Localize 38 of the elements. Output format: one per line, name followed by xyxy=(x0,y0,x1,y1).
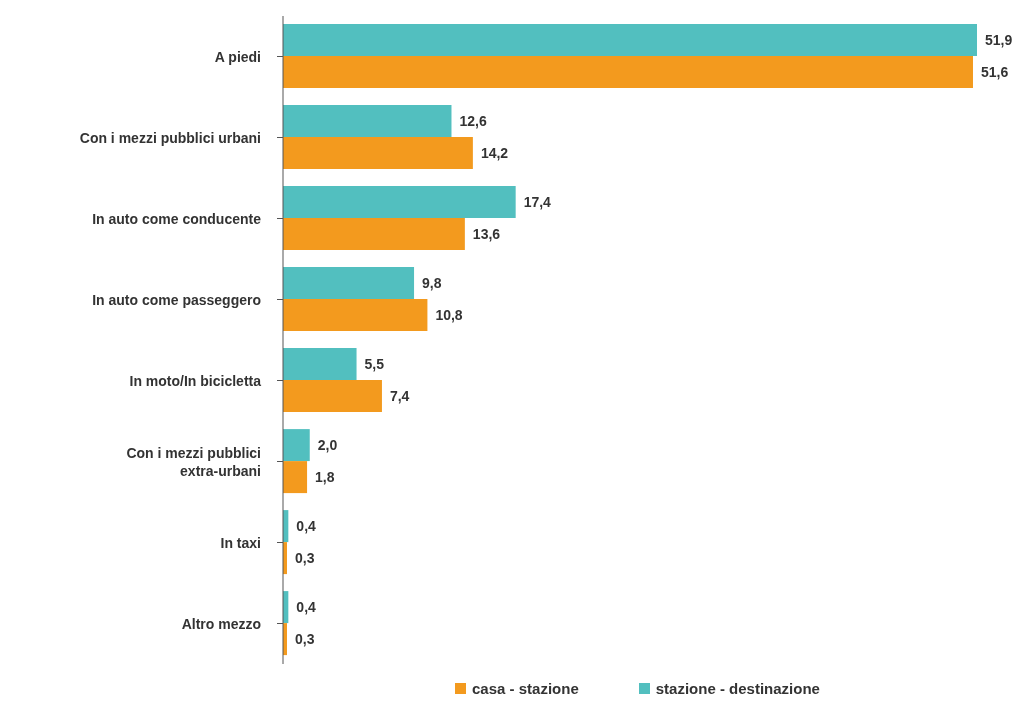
y-tick-label: A piedi xyxy=(214,48,261,65)
data-label: 51,6 xyxy=(980,64,1009,81)
y-tick-label: In taxi xyxy=(220,534,261,551)
data-label: 0,3 xyxy=(295,550,315,567)
data-label: 51,9 xyxy=(985,32,1013,49)
data-label: 13,6 xyxy=(472,226,501,243)
y-tick-label: In moto/In bicicletta xyxy=(129,372,262,389)
bar xyxy=(283,105,452,138)
legend-label: casa - stazione xyxy=(472,680,579,697)
bar xyxy=(283,267,415,300)
y-tick-label: Altro mezzo xyxy=(181,615,261,632)
data-label: 10,8 xyxy=(435,307,463,324)
data-label: 0,4 xyxy=(296,518,317,535)
bar xyxy=(283,429,310,462)
y-tick-label: In auto come conducente xyxy=(92,210,262,227)
data-label: 17,4 xyxy=(523,194,552,211)
data-label: 2,0 xyxy=(317,437,338,454)
y-tick-label: Con i mezzi pubblici extra-urbani xyxy=(126,444,261,479)
data-label: 12,6 xyxy=(459,113,487,130)
data-label: 9,8 xyxy=(422,275,442,292)
bar xyxy=(283,380,382,413)
y-tick-label: Con i mezzi pubblici urbani xyxy=(79,129,261,146)
data-label: 14,2 xyxy=(480,145,509,162)
data-label: 0,4 xyxy=(296,599,317,616)
y-tick-label: In auto come passeggero xyxy=(92,291,261,308)
bar xyxy=(283,461,308,494)
data-label: 7,4 xyxy=(389,388,410,405)
bar xyxy=(283,24,977,57)
bar xyxy=(283,137,473,170)
bar xyxy=(283,56,973,89)
bar xyxy=(283,218,465,251)
bar xyxy=(283,299,428,332)
data-label: 5,5 xyxy=(364,356,385,373)
legend-label: stazione - destinazione xyxy=(655,680,820,697)
data-label: 1,8 xyxy=(315,469,335,486)
bar xyxy=(283,348,357,381)
data-label: 0,3 xyxy=(295,631,315,648)
bar xyxy=(283,186,516,219)
